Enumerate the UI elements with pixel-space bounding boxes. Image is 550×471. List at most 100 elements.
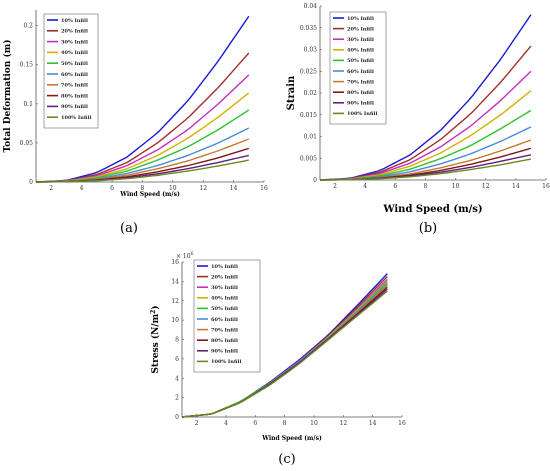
x-axis-label: Wind Speed (m/s)	[261, 435, 322, 442]
chart-panel-1: 2 4 6 8 10 12 14 16 0 0.05 0.1 0.15 0.2 10% Infill 20%…	[2, 10, 268, 236]
x-tick-label: 2	[49, 185, 53, 192]
y-tick-label: 16	[171, 259, 179, 266]
panel-label: (b)	[419, 221, 437, 236]
x-tick-label: 14	[512, 183, 520, 190]
legend-entry: 50% Infill	[61, 61, 88, 67]
x-tick-label: 12	[482, 183, 490, 190]
x-tick-label: 16	[542, 183, 550, 190]
x-tick-label: 14	[230, 185, 238, 192]
legend-entry: 40% Infill	[347, 48, 374, 54]
y-tick-label: 0.05	[20, 140, 34, 147]
y-tick-label: 0	[175, 414, 179, 421]
y-tick-label: 0.02	[304, 90, 318, 97]
x-tick-label: 6	[393, 183, 397, 190]
x-tick-label: 8	[140, 185, 144, 192]
x-tick-label: 14	[369, 420, 377, 427]
panel-label: (a)	[120, 221, 138, 236]
x-tick-label: 8	[424, 183, 428, 190]
y-tick-label: 4	[175, 375, 179, 382]
x-tick-label: 6	[253, 420, 257, 427]
legend-entry: 100% Infill	[61, 115, 91, 121]
y-tick-label: 0	[29, 179, 33, 186]
panel-label: (c)	[278, 452, 295, 467]
legend-box	[43, 13, 99, 129]
x-axis-label: Wind Speed (m/s)	[119, 191, 180, 198]
legend-entry: 100% Infill	[347, 111, 377, 117]
legend-entry: 70% Infill	[61, 83, 88, 89]
x-tick-label: 6	[110, 185, 114, 192]
y-tick-label: 0.005	[300, 155, 317, 162]
x-tick-label: 16	[398, 420, 406, 427]
y-tick-label: 2	[175, 395, 179, 402]
legend-entry: 100% Infill	[211, 359, 241, 365]
y-tick-label: 0	[313, 177, 317, 184]
legend-entry: 60% Infill	[211, 317, 238, 323]
x-tick-label: 10	[452, 183, 460, 190]
y-tick-label: 6	[175, 356, 179, 363]
y-tick-label: 0.15	[20, 62, 34, 69]
y-tick-label: 0.01	[304, 134, 317, 141]
legend-entry: 20% Infill	[61, 29, 88, 35]
legend-entry: 20% Infill	[347, 26, 374, 32]
x-tick-label: 4	[363, 183, 367, 190]
x-tick-label: 10	[169, 185, 177, 192]
x-axis-label: Wind Speed (m/s)	[382, 204, 482, 215]
legend-entry: 50% Infill	[347, 58, 374, 64]
legend-entry: 30% Infill	[211, 285, 238, 291]
legend-box	[193, 259, 261, 373]
legend-entry: 10% Infill	[61, 18, 88, 24]
legend-entry: 80% Infill	[61, 93, 88, 99]
series-line-6	[319, 126, 532, 181]
y-tick-label: 8	[175, 337, 179, 344]
x-tick-label: 4	[224, 420, 228, 427]
legend-entry: 90% Infill	[211, 349, 238, 355]
y-tick-label: 0.2	[23, 23, 33, 30]
y-tick-label: 14	[171, 278, 179, 285]
x-tick-label: 16	[260, 185, 268, 192]
y-tick-label: 0.025	[300, 68, 317, 75]
y-tick-label: 12	[171, 298, 179, 305]
y-exponent-label: × 106	[176, 251, 194, 260]
legend-box	[329, 11, 387, 125]
legend: 10% Infill 20% Infill 30% Infill 40% Infill…	[43, 13, 99, 129]
legend: 10% Infill 20% Infill 30% Infill 40% Infill…	[193, 259, 261, 373]
y-axis-label: Stress (N/m2)	[150, 305, 161, 373]
y-axis-label: Total Deformation (m)	[2, 39, 13, 152]
x-tick-label: 2	[333, 183, 337, 190]
legend: 10% Infill 20% Infill 30% Infill 40% Infill…	[329, 11, 387, 125]
x-tick-label: 4	[80, 185, 84, 192]
y-tick-label: 0.04	[304, 3, 318, 10]
legend-entry: 60% Infill	[347, 69, 374, 75]
y-tick-label: 0.1	[23, 101, 33, 108]
x-tick-label: 10	[310, 420, 318, 427]
series-line-10	[181, 290, 388, 418]
legend-entry: 10% Infill	[211, 264, 238, 270]
legend-entry: 80% Infill	[211, 338, 238, 344]
y-tick-label: 0.035	[300, 25, 317, 32]
legend-entry: 30% Infill	[347, 37, 374, 43]
y-axis-label-end: )	[150, 305, 161, 309]
legend-entry: 10% Infill	[347, 16, 374, 22]
legend-entry: 60% Infill	[61, 72, 88, 78]
x-tick-label: 2	[195, 420, 199, 427]
y-axis-label-sup: 2	[150, 310, 157, 314]
x-tick-label: 8	[283, 420, 287, 427]
legend-entry: 90% Infill	[61, 104, 88, 110]
series-line-9	[35, 154, 249, 183]
legend-entry: 40% Infill	[61, 50, 88, 56]
series-line-10	[319, 158, 532, 181]
legend-entry: 90% Infill	[347, 101, 374, 107]
legend-entry: 70% Infill	[347, 79, 374, 85]
series-line-10	[35, 159, 249, 183]
legend-entry: 40% Infill	[211, 296, 238, 302]
x-tick-label: 12	[340, 420, 348, 427]
y-tick-label: 10	[171, 317, 179, 324]
legend-entry: 30% Infill	[61, 39, 88, 45]
y-tick-label: 0.03	[304, 47, 318, 54]
legend-entry: 50% Infill	[211, 306, 238, 312]
y-tick-label: 0.015	[300, 112, 317, 119]
legend-entry: 80% Infill	[347, 90, 374, 96]
legend-entry: 70% Infill	[211, 327, 238, 333]
